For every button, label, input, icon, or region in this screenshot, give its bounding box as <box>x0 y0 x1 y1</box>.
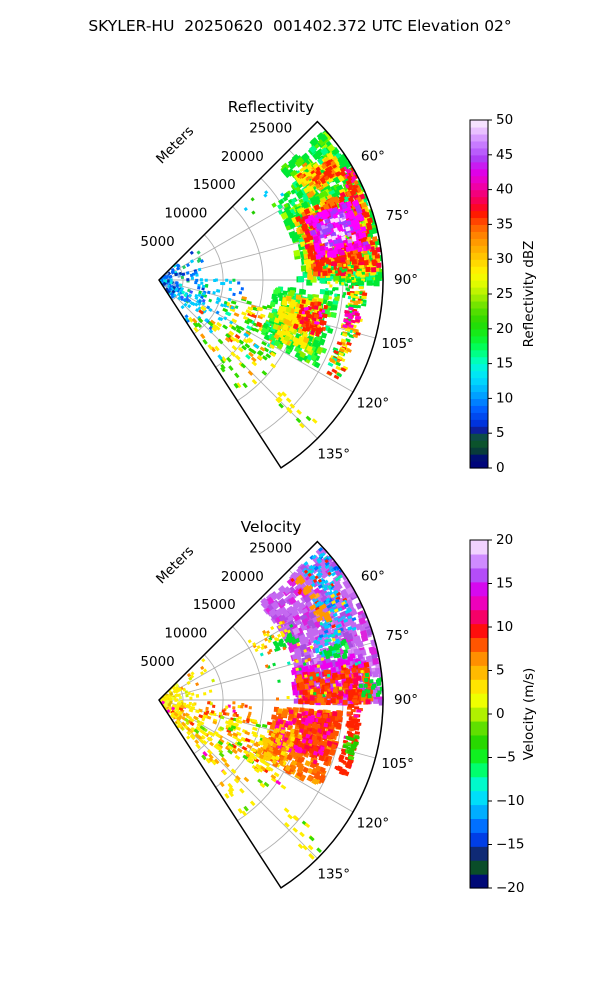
plot-reflectivity: Reflectivity 5000 10000 15000 20000 25000 Mete… <box>140 98 537 476</box>
colorbar-axis-label: Velocity (m/s) <box>521 668 537 761</box>
colorbar-tick-label: −15 <box>496 837 525 853</box>
colorbar-tick-label: 20 <box>496 321 513 337</box>
colorbar-tick-label: 50 <box>496 112 513 128</box>
angle-tick-label: 135° <box>317 867 350 883</box>
colorbar-tick-label: 5 <box>496 425 505 441</box>
colorbar-tick-label: 35 <box>496 216 513 232</box>
radial-axis-label: Meters <box>153 123 197 167</box>
radial-tick-label: 10000 <box>164 626 207 642</box>
angle-tick-label: 60° <box>361 149 385 165</box>
angle-tick-label: 75° <box>386 208 410 224</box>
angle-tick-label: 90° <box>394 272 418 288</box>
colorbar-tick-label: 40 <box>496 182 513 198</box>
colorbar-tick-label: 0 <box>496 706 505 722</box>
radial-tick-label: 15000 <box>193 597 236 613</box>
colorbar-tick-label: −20 <box>496 880 525 896</box>
radial-axis-label: Meters <box>153 543 197 587</box>
radial-tick-label: 10000 <box>164 206 207 222</box>
figure-title: SKYLER-HU 20250620 001402.372 UTC Elevat… <box>88 17 512 35</box>
colorbar-velocity: −20 −15 −10 −5 0 5 10 15 20 Velocity (m/s) <box>469 532 537 896</box>
colorbar-tick-label: 20 <box>496 532 513 548</box>
plot-title-velocity: Velocity <box>241 518 302 536</box>
angle-tick-label: 135° <box>317 447 350 463</box>
angle-tick-label: 120° <box>357 816 390 832</box>
radial-tick-label: 25000 <box>249 541 292 557</box>
colorbar-tick-label: −5 <box>496 750 516 766</box>
plot-title-reflectivity: Reflectivity <box>228 98 315 116</box>
radial-tick-label: 20000 <box>221 569 264 585</box>
angle-tick-label: 105° <box>381 336 414 352</box>
angle-tick-label: 105° <box>381 756 414 772</box>
radial-tick-label: 15000 <box>193 177 236 193</box>
radial-tick-label: 25000 <box>249 121 292 137</box>
colorbar-tick-label: 0 <box>496 460 505 476</box>
colorbar-tick-label: 15 <box>496 356 513 372</box>
colorbar-tick-label: 5 <box>496 663 505 679</box>
radial-tick-label: 5000 <box>140 654 174 670</box>
colorbar-reflectivity: 0 5 10 15 20 25 30 35 40 45 50 Reflectivity dBZ <box>469 112 537 476</box>
colorbar-tick-label: 10 <box>496 390 513 406</box>
angle-tick-label: 120° <box>357 396 390 412</box>
angle-tick-label: 75° <box>386 628 410 644</box>
colorbar-tick-label: 30 <box>496 251 513 267</box>
angle-tick-label: 90° <box>394 692 418 708</box>
colorbar-tick-label: 45 <box>496 147 513 163</box>
sector-boundary <box>158 540 384 889</box>
angle-tick-label: 60° <box>361 569 385 585</box>
colorbar-tick-label: 25 <box>496 286 513 302</box>
colorbar-axis-label: Reflectivity dBZ <box>521 241 537 348</box>
plot-velocity: Velocity 5000 10000 15000 20000 25000 Meters 60… <box>140 518 537 896</box>
echo-layer <box>159 128 384 429</box>
radial-tick-label: 20000 <box>221 149 264 165</box>
colorbar-tick-label: −10 <box>496 793 525 809</box>
colorbar-tick-label: 10 <box>496 619 513 635</box>
sector-boundary <box>158 120 384 469</box>
radial-tick-label: 5000 <box>140 234 174 250</box>
colorbar-tick-label: 15 <box>496 576 513 592</box>
echo-layer <box>159 546 384 860</box>
